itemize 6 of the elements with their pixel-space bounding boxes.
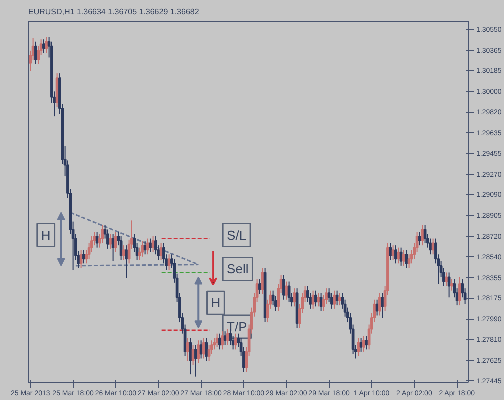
annotation: H xyxy=(41,228,51,243)
ref-line-label: Sell xyxy=(227,262,249,277)
annotation: H xyxy=(211,296,221,311)
ref-line-label: S/L xyxy=(227,228,247,243)
ref-line-label: T/P xyxy=(227,319,248,334)
chart-title: EURUSD,H1 1.36634 1.36705 1.36629 1.36682 xyxy=(28,8,200,16)
